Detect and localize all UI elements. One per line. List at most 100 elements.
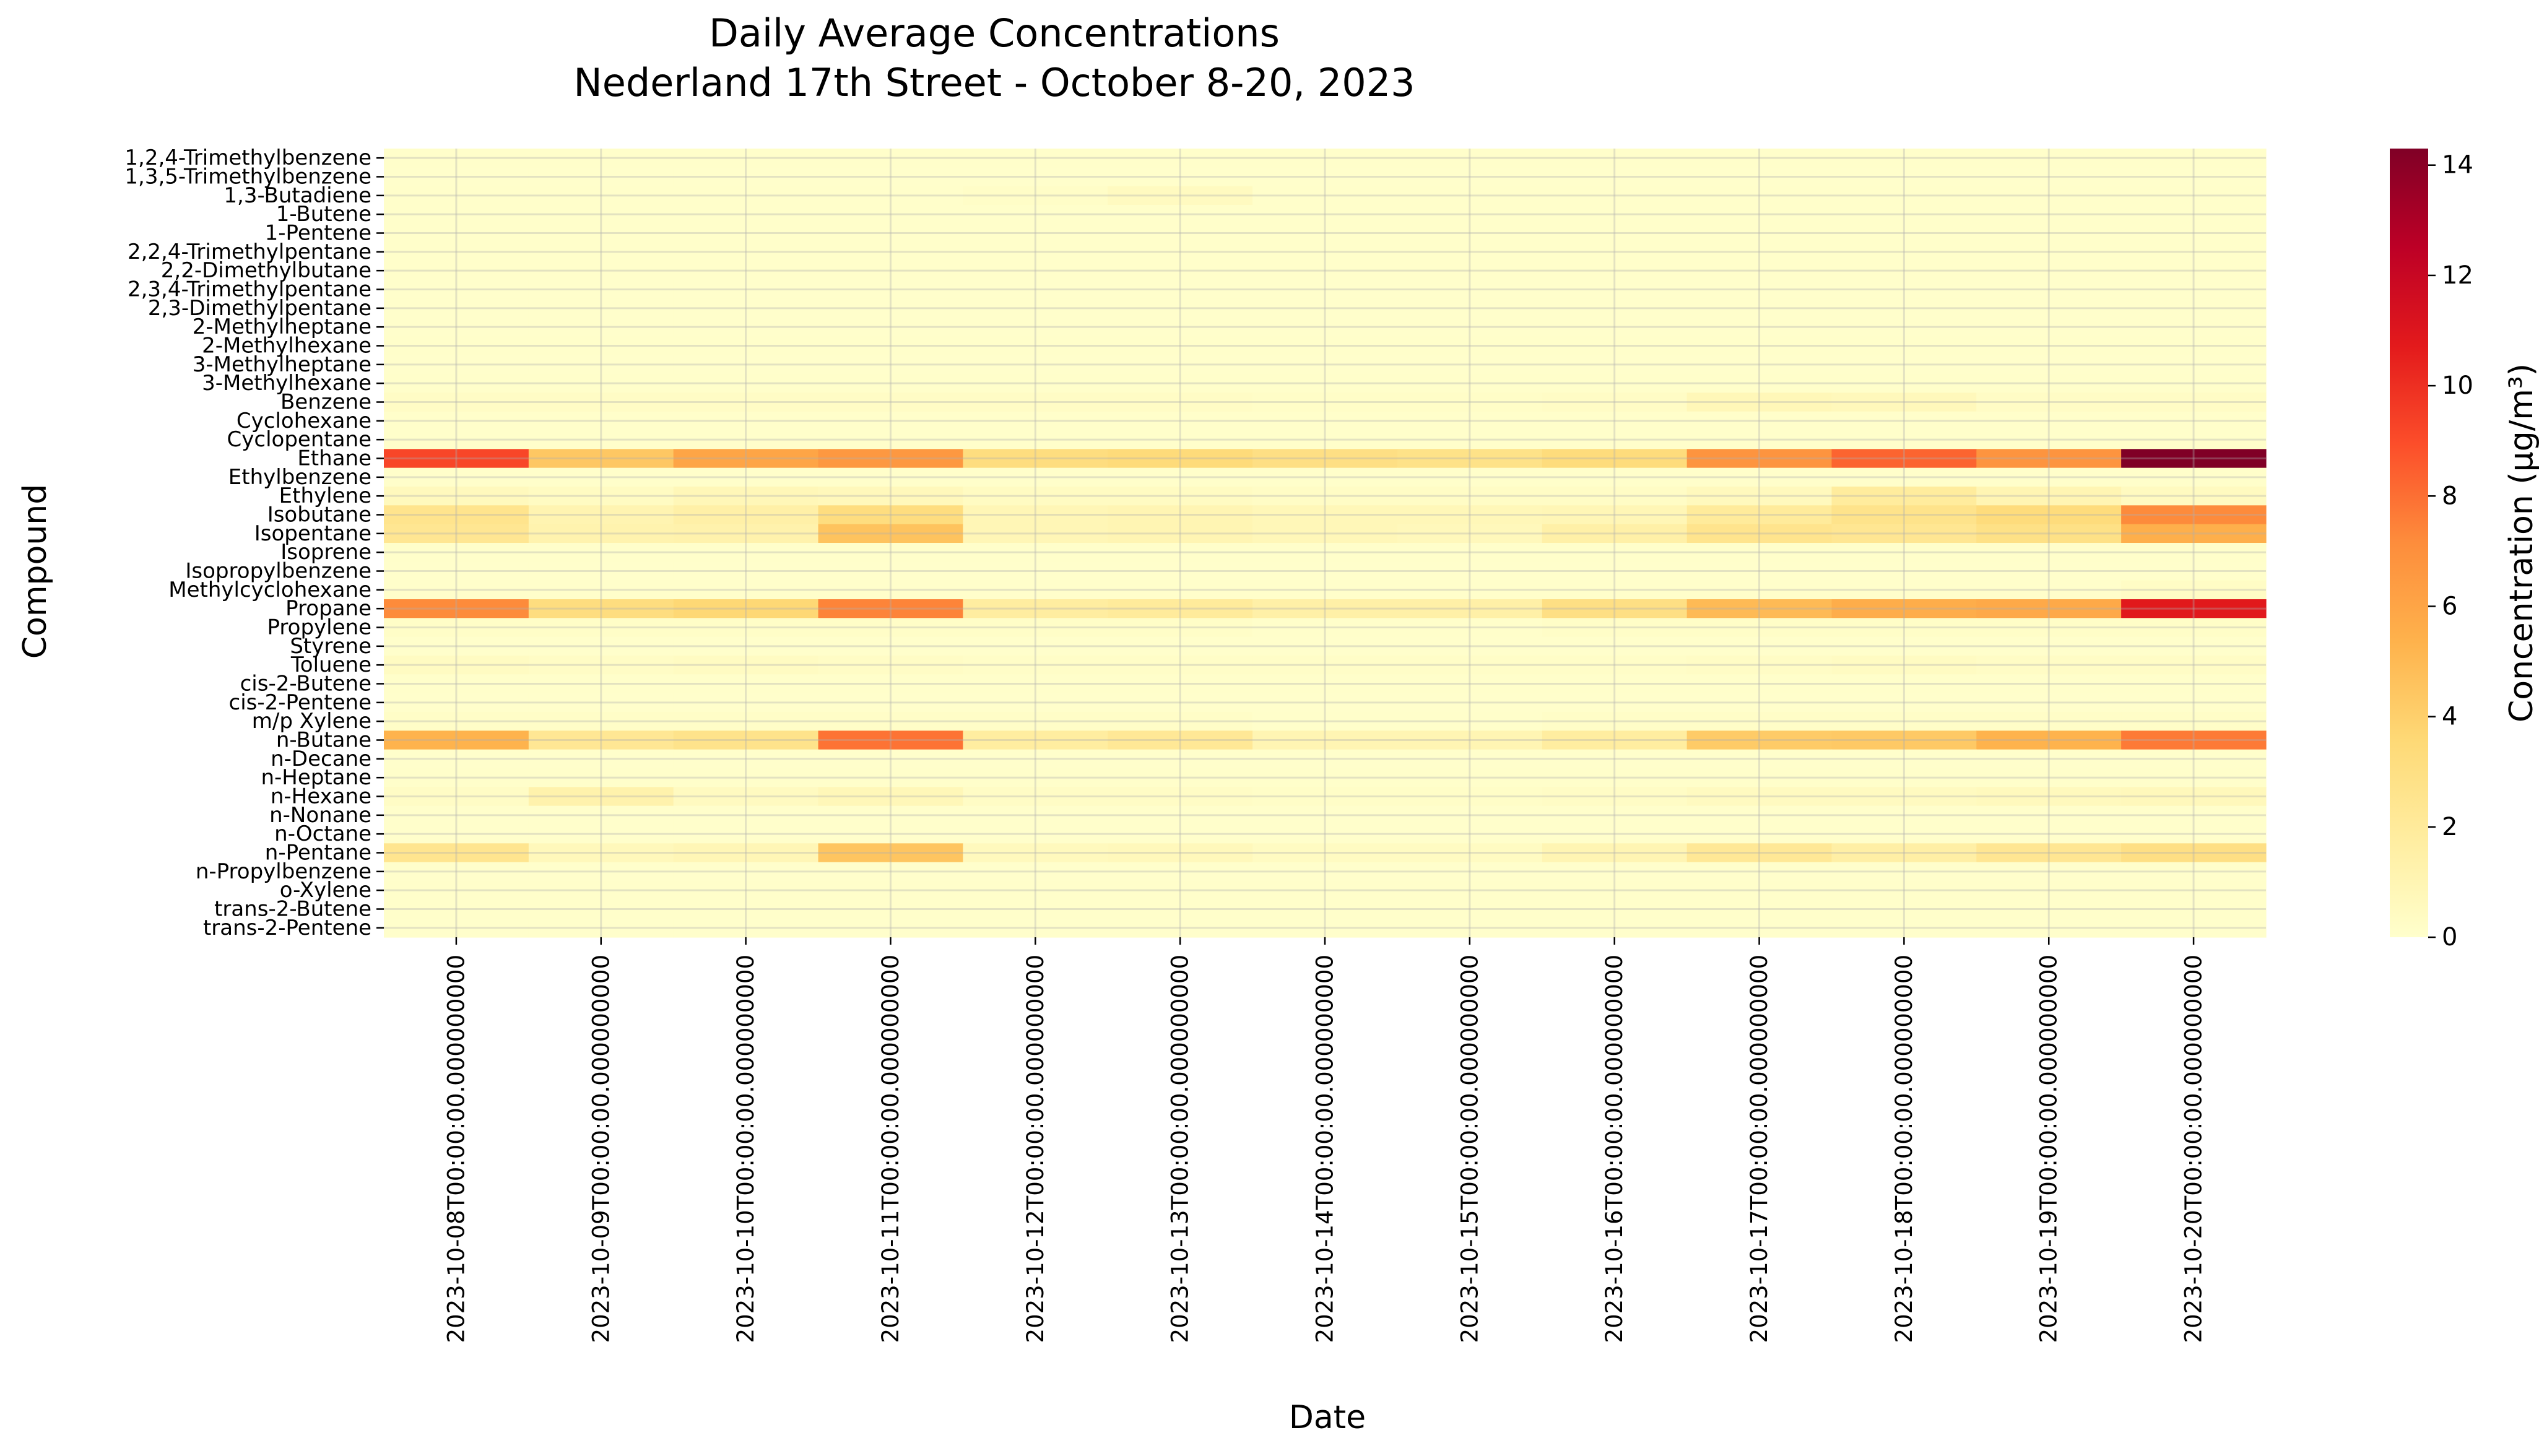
heatmap-cell xyxy=(384,186,529,206)
x-tick-labels: 2023-10-08T00:00:00.000000000 2023-10-09T… xyxy=(443,937,2207,1343)
heatmap-cell xyxy=(1686,787,1833,807)
heatmap-cell xyxy=(1542,805,1688,825)
colorbar-ticks: 0 2 4 6 8 10 12 14 xyxy=(2428,151,2473,951)
heatmap-cell xyxy=(1831,355,1977,375)
heatmap-cell xyxy=(673,899,819,919)
heatmap-cell xyxy=(2121,318,2267,337)
heatmap-cell xyxy=(818,881,963,900)
heatmap-cell xyxy=(528,787,674,807)
heatmap-cell xyxy=(1831,149,1977,168)
heatmap-cell xyxy=(384,825,529,844)
heatmap-cell xyxy=(1686,749,1833,769)
heatmap-cell xyxy=(818,374,963,393)
heatmap-cell xyxy=(1831,223,1977,243)
heatmap-cell xyxy=(1397,186,1543,206)
heatmap-cell xyxy=(963,298,1108,318)
heatmap-cell xyxy=(1397,636,1543,656)
x-tick-label: 2023-10-15T00:00:00.000000000 xyxy=(1456,955,1483,1343)
heatmap-cell xyxy=(818,843,963,863)
heatmap-cell xyxy=(1686,674,1833,694)
x-tick-label: 2023-10-12T00:00:00.000000000 xyxy=(1022,955,1049,1343)
heatmap-cell xyxy=(2121,749,2267,769)
heatmap-cell xyxy=(1542,768,1688,787)
heatmap-cell xyxy=(528,730,674,750)
heatmap-cell xyxy=(1976,223,2122,243)
y-tick-label: Isopropylbenzene xyxy=(185,559,371,584)
heatmap-cell xyxy=(818,674,963,694)
heatmap-cell xyxy=(1976,730,2122,750)
heatmap-cell xyxy=(818,467,963,487)
x-tick-label: 2023-10-09T00:00:00.000000000 xyxy=(588,955,614,1343)
heatmap-cell xyxy=(673,430,819,449)
x-tick-label: 2023-10-17T00:00:00.000000000 xyxy=(1746,955,1773,1343)
heatmap-cell xyxy=(1397,674,1543,694)
heatmap-cell xyxy=(528,918,674,938)
heatmap-cell xyxy=(528,374,674,393)
heatmap-cell xyxy=(1686,768,1833,787)
heatmap-cell xyxy=(1831,918,1977,938)
heatmap-cell xyxy=(384,899,529,919)
heatmap-cell xyxy=(1542,712,1688,731)
heatmap-cell xyxy=(384,918,529,938)
heatmap-cell xyxy=(1252,881,1398,900)
heatmap-cell xyxy=(1686,899,1833,919)
heatmap-cell xyxy=(818,430,963,449)
heatmap-cell xyxy=(2121,693,2267,713)
heatmap-cell xyxy=(528,467,674,487)
heatmap-cell xyxy=(1831,730,1977,750)
heatmap-cell xyxy=(1108,599,1253,618)
heatmap-cell xyxy=(673,205,819,224)
heatmap-cell xyxy=(963,805,1108,825)
heatmap-cell xyxy=(1542,487,1688,506)
heatmap-cell xyxy=(528,355,674,375)
heatmap-cell xyxy=(2121,298,2267,318)
heatmap-cell xyxy=(384,487,529,506)
heatmap-cell xyxy=(384,618,529,638)
heatmap-cell xyxy=(1397,298,1543,318)
heatmap-cell xyxy=(384,505,529,525)
heatmap-cell xyxy=(673,805,819,825)
heatmap-gridlines xyxy=(384,149,2266,937)
heatmap-cell xyxy=(1397,242,1543,262)
heatmap-cell xyxy=(528,862,674,882)
heatmap-cell xyxy=(818,636,963,656)
heatmap-cell xyxy=(963,411,1108,431)
heatmap-cell xyxy=(528,656,674,675)
heatmap-cell xyxy=(1686,881,1833,900)
heatmap-cell xyxy=(384,430,529,449)
heatmap-cell xyxy=(2121,411,2267,431)
heatmap-cell xyxy=(1542,843,1688,863)
heatmap-cell xyxy=(1686,636,1833,656)
heatmap-cell xyxy=(963,392,1108,412)
heatmap-cell xyxy=(1252,336,1398,356)
heatmap-cell xyxy=(1108,355,1253,375)
heatmap-cell xyxy=(1252,355,1398,375)
heatmap-cell xyxy=(1397,261,1543,280)
heatmap-cell xyxy=(673,618,819,638)
y-tick-label: Ethylbenzene xyxy=(228,465,371,490)
heatmap-cell xyxy=(1542,167,1688,187)
heatmap-cell xyxy=(1108,656,1253,675)
heatmap-cell xyxy=(1397,730,1543,750)
heatmap-cell xyxy=(1252,899,1398,919)
heatmap-cell xyxy=(1397,467,1543,487)
heatmap-cell xyxy=(673,825,819,844)
heatmap-cell xyxy=(818,205,963,224)
heatmap-cell xyxy=(1686,261,1833,280)
heatmap-cell xyxy=(1108,730,1253,750)
heatmap-cell xyxy=(1397,599,1543,618)
heatmap-cell xyxy=(1108,318,1253,337)
heatmap-cell xyxy=(1542,580,1688,600)
heatmap-cell xyxy=(818,242,963,262)
heatmap-cell xyxy=(963,487,1108,506)
heatmap-cell xyxy=(2121,392,2267,412)
heatmap-cell xyxy=(673,411,819,431)
y-tick-label: 2-Methylheptane xyxy=(193,314,371,339)
heatmap-cell xyxy=(1831,787,1977,807)
heatmap-cell xyxy=(1542,318,1688,337)
heatmap-cell xyxy=(673,561,819,581)
heatmap-cell xyxy=(1252,487,1398,506)
heatmap-cell xyxy=(1542,449,1688,469)
heatmap-cell xyxy=(1252,749,1398,769)
heatmap-cell xyxy=(1252,674,1398,694)
